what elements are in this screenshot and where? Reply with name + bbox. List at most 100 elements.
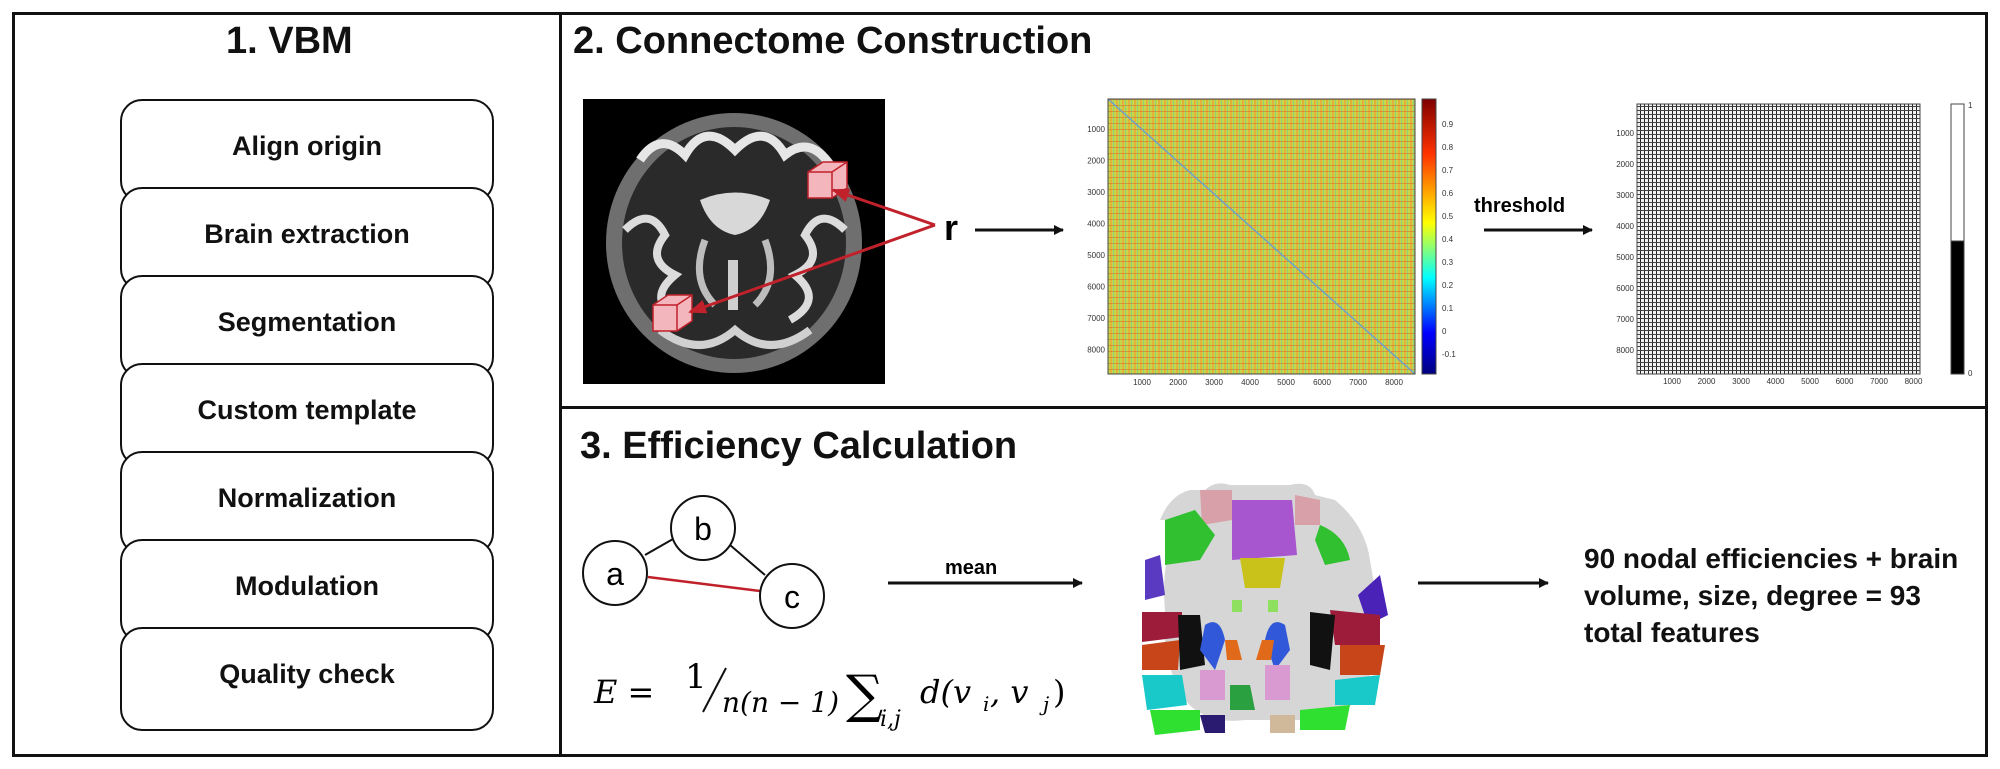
formula-slash (702, 667, 727, 713)
figure-frame (12, 12, 1988, 757)
binary-y-ticks: 1000 2000 3000 4000 5000 6000 7000 8000 (1616, 129, 1634, 355)
correlation-matrix: 1000 2000 3000 4000 5000 6000 7000 8000 1000 200… (1087, 98, 1456, 387)
tick-label: 4000 (1767, 377, 1785, 386)
tick-label: 0.9 (1442, 120, 1454, 129)
parcellated-brain-atlas (1142, 483, 1388, 735)
formula-mid: , v (990, 673, 1028, 711)
tick-label: 3000 (1616, 191, 1634, 200)
tick-label: 6000 (1087, 283, 1105, 292)
tick-label: 0.3 (1442, 258, 1454, 267)
node-c-label: c (784, 579, 800, 615)
tick-label: 1000 (1663, 377, 1681, 386)
binary-colorbar-black (1950, 240, 1965, 375)
tick-label: 3000 (1732, 377, 1750, 386)
tick-label: 0.7 (1442, 166, 1454, 175)
vbm-step-7: Quality check (120, 627, 494, 731)
tick-label: 6000 (1313, 378, 1331, 387)
vbm-step-5: Normalization (120, 451, 494, 555)
tick-label: 3000 (1205, 378, 1223, 387)
tick-label: 0.5 (1442, 212, 1454, 221)
tick-label: 5000 (1801, 377, 1819, 386)
tick-label: 4000 (1087, 220, 1105, 229)
formula-numerator: 1 (685, 657, 707, 697)
tick-label: 5000 (1087, 251, 1105, 260)
vbm-step-label: Quality check (219, 659, 395, 689)
tick-label: 0.8 (1442, 143, 1454, 152)
formula-sub-j: j (1039, 692, 1049, 716)
tick-label: 7000 (1087, 314, 1105, 323)
tick-label: 5000 (1277, 378, 1295, 387)
tick-label: 7000 (1870, 377, 1888, 386)
example-graph: a b c (582, 495, 825, 629)
tick-label: 0.4 (1442, 235, 1454, 244)
formula-denominator: n(n − 1) (722, 686, 839, 719)
tick-label: 6000 (1836, 377, 1854, 386)
vbm-step-label: Normalization (217, 483, 397, 513)
tick-label: 1 (1968, 101, 1973, 110)
mri-brain-image (583, 99, 885, 384)
tick-label: 0.2 (1442, 281, 1454, 290)
vbm-step-1: Align origin (120, 99, 494, 203)
formula-sum-sub: i,j (880, 707, 901, 732)
vbm-step-label: Segmentation (217, 307, 397, 337)
tick-label: 0.1 (1442, 304, 1454, 313)
vbm-step-label: Modulation (235, 571, 379, 601)
tick-label: 2000 (1169, 378, 1187, 387)
tick-label: 2000 (1616, 160, 1634, 169)
formula-lhs: E = (593, 673, 654, 711)
connectome-title: 2. Connectome Construction (573, 20, 1093, 62)
node-b (670, 495, 736, 561)
tick-label: 0 (1442, 327, 1447, 336)
binary-colorbar-white (1950, 103, 1965, 242)
formula-close: ) (1053, 673, 1065, 711)
red-arrow-upper (831, 188, 936, 227)
node-a-label: a (606, 556, 624, 592)
red-arrow-lower (688, 223, 936, 314)
binary-adjacency-matrix: 1000 2000 3000 4000 5000 6000 7000 8000 1000 200… (1616, 101, 1973, 386)
tick-label: 1000 (1133, 378, 1151, 387)
mean-label: mean (945, 557, 997, 579)
formula-sum: ∑ (846, 665, 883, 725)
formula-term: d(v (920, 673, 971, 711)
result-line-2: volume, size, degree = 93 (1584, 580, 1921, 611)
tick-label: 8000 (1385, 378, 1403, 387)
tick-label: 7000 (1616, 315, 1634, 324)
node-b-label: b (694, 511, 712, 547)
tick-label: 2000 (1698, 377, 1716, 386)
efficiency-title: 3. Efficiency Calculation (580, 425, 1018, 467)
edge-a-c (647, 575, 761, 593)
tick-label: 5000 (1616, 253, 1634, 262)
result-line-1: 90 nodal efficiencies + brain (1584, 543, 1959, 574)
tick-label: 0.6 (1442, 189, 1454, 198)
tick-label: 3000 (1087, 188, 1105, 197)
threshold-label: threshold (1474, 195, 1565, 217)
tick-label: 4000 (1241, 378, 1259, 387)
vbm-step-label: Brain extraction (204, 219, 410, 249)
tick-label: 8000 (1087, 346, 1105, 355)
vbm-step-label: Custom template (197, 395, 417, 425)
vbm-step-3: Segmentation (120, 275, 494, 379)
tick-label: 8000 (1905, 377, 1923, 386)
tick-label: 7000 (1349, 378, 1367, 387)
correlation-x-ticks: 1000 2000 3000 4000 5000 6000 7000 8000 (1133, 378, 1403, 387)
formula-sub-i: i (983, 692, 989, 716)
vbm-step-2: Brain extraction (120, 187, 494, 291)
tick-label: 4000 (1616, 222, 1634, 231)
tick-label: 1000 (1616, 129, 1634, 138)
node-a (582, 540, 648, 606)
roi-cube-lower (652, 294, 693, 332)
vbm-step-6: Modulation (120, 539, 494, 643)
vbm-step-4: Custom template (120, 363, 494, 467)
features-result: 90 nodal efficiencies + brain volume, si… (1584, 540, 1984, 651)
correlation-colorbar (1421, 98, 1437, 375)
vbm-step-label: Align origin (232, 131, 382, 161)
panel-divider-horizontal (559, 406, 1988, 409)
vbm-title: 1. VBM (226, 20, 353, 62)
panel-divider-vertical (559, 12, 562, 757)
tick-label: 1000 (1087, 125, 1105, 134)
correlation-colorbar-ticks: 0.9 0.8 0.7 0.6 0.5 0.4 0.3 0.2 0.1 0 -0.1 (1442, 120, 1456, 359)
tick-label: 2000 (1087, 157, 1105, 166)
edge-b-c (729, 544, 766, 576)
result-line-3: total features (1584, 617, 1760, 648)
